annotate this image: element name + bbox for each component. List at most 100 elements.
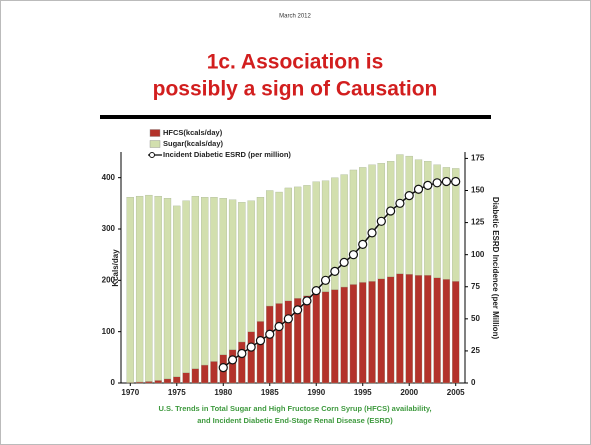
bar bbox=[238, 202, 246, 343]
y2-tick-label: 50 bbox=[471, 314, 480, 323]
bar bbox=[201, 364, 209, 384]
line-point bbox=[255, 336, 266, 346]
caption: and Incident Diabetic End-Stage Renal Di… bbox=[197, 416, 393, 425]
bar bbox=[163, 198, 172, 380]
bar bbox=[173, 205, 181, 377]
line-point bbox=[265, 329, 275, 339]
bar bbox=[294, 186, 302, 299]
bar bbox=[266, 190, 274, 307]
bar bbox=[303, 295, 311, 384]
bar bbox=[201, 197, 209, 366]
line-point bbox=[311, 286, 321, 296]
bar bbox=[396, 154, 404, 274]
bar bbox=[135, 381, 144, 384]
y2-axis-label: Diabetic ESRD Incidence (per Million) bbox=[491, 197, 500, 340]
y-tick-label: 100 bbox=[102, 327, 116, 336]
legend-label: HFCS(kcals/day) bbox=[163, 128, 223, 137]
line-point bbox=[358, 239, 368, 249]
bar bbox=[442, 279, 451, 384]
divider bbox=[100, 115, 491, 119]
bar bbox=[163, 378, 172, 384]
caption: U.S. Trends in Total Sugar and High Fruc… bbox=[158, 404, 431, 413]
y2-tick-label: 150 bbox=[471, 186, 485, 195]
legend-label: Incident Diabetic ESRD (per million) bbox=[163, 150, 291, 159]
bar bbox=[312, 293, 320, 384]
title: 1c. Association is bbox=[207, 51, 384, 74]
line-point bbox=[404, 191, 414, 201]
bar bbox=[219, 198, 227, 355]
legend-swatch bbox=[149, 140, 161, 148]
line-point bbox=[376, 216, 386, 226]
y2-tick-label: 0 bbox=[471, 378, 476, 387]
y-tick-label: 300 bbox=[102, 224, 116, 233]
bar bbox=[154, 380, 162, 384]
bar bbox=[405, 155, 413, 275]
bar bbox=[414, 159, 423, 276]
y-tick-label: 400 bbox=[102, 173, 116, 182]
bar bbox=[266, 305, 274, 384]
bar bbox=[210, 197, 218, 362]
bar bbox=[154, 195, 162, 381]
bar bbox=[312, 181, 320, 294]
bar bbox=[182, 200, 190, 373]
line-point bbox=[293, 305, 303, 315]
line-point bbox=[451, 176, 461, 187]
x-tick-label: 1990 bbox=[307, 388, 325, 397]
date: March 2012 bbox=[279, 14, 311, 20]
legend-label: Sugar(kcals/day) bbox=[163, 139, 224, 148]
bar bbox=[191, 195, 200, 369]
bar bbox=[452, 168, 460, 282]
x-tick-label: 1975 bbox=[168, 388, 186, 397]
line-point bbox=[274, 321, 284, 332]
bar bbox=[210, 361, 218, 384]
line-point bbox=[218, 363, 228, 373]
bar bbox=[321, 180, 330, 292]
bar bbox=[247, 200, 255, 332]
line-point bbox=[330, 266, 340, 276]
y2-tick-label: 75 bbox=[471, 282, 480, 291]
bar bbox=[424, 275, 432, 384]
title: possibly a sign of Causation bbox=[153, 78, 438, 101]
bar bbox=[377, 278, 385, 384]
bar bbox=[303, 185, 311, 296]
legend-swatch bbox=[149, 129, 161, 137]
line-point bbox=[413, 184, 424, 194]
line-point bbox=[320, 275, 331, 285]
line-point bbox=[423, 180, 433, 190]
bar bbox=[359, 282, 367, 384]
bar bbox=[396, 273, 404, 384]
line-point bbox=[441, 176, 452, 187]
line-point bbox=[339, 257, 349, 267]
bar bbox=[256, 197, 265, 322]
x-tick-label: 1980 bbox=[214, 388, 232, 397]
bar bbox=[368, 281, 376, 384]
bar bbox=[275, 191, 283, 304]
bar bbox=[452, 281, 460, 384]
bar bbox=[275, 303, 283, 384]
y2-tick-label: 100 bbox=[471, 250, 485, 259]
bar bbox=[135, 195, 144, 383]
bar bbox=[321, 291, 330, 384]
bar bbox=[442, 167, 451, 280]
bar bbox=[228, 349, 237, 384]
x-tick-label: 1985 bbox=[261, 388, 279, 397]
line-point bbox=[237, 348, 247, 359]
bar bbox=[433, 277, 441, 384]
y-tick-label: 200 bbox=[102, 275, 116, 284]
x-tick-label: 1970 bbox=[121, 388, 139, 397]
x-tick-label: 2005 bbox=[447, 388, 465, 397]
bar bbox=[191, 368, 200, 384]
bar bbox=[424, 161, 432, 276]
bar bbox=[386, 276, 395, 384]
bar bbox=[331, 289, 339, 384]
line-point bbox=[432, 178, 442, 188]
line-point bbox=[227, 355, 238, 365]
bar bbox=[414, 275, 423, 384]
bar bbox=[145, 194, 153, 382]
line-point bbox=[302, 296, 312, 306]
y2-tick-label: 175 bbox=[471, 154, 485, 163]
bar bbox=[433, 164, 441, 278]
line-point bbox=[348, 250, 359, 260]
bar bbox=[173, 376, 181, 384]
